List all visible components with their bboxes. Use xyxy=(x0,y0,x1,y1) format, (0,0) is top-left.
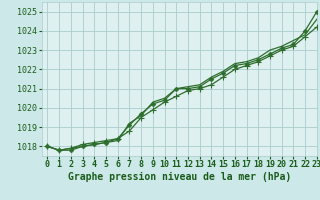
X-axis label: Graphe pression niveau de la mer (hPa): Graphe pression niveau de la mer (hPa) xyxy=(68,172,291,182)
